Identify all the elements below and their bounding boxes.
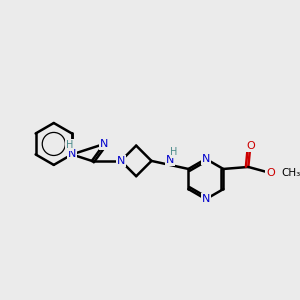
Text: N: N	[202, 154, 210, 164]
Text: H: H	[66, 140, 74, 150]
Text: N: N	[166, 155, 174, 165]
Text: N: N	[117, 156, 125, 166]
Text: CH₃: CH₃	[282, 168, 300, 178]
Text: N: N	[68, 149, 76, 159]
Text: O: O	[266, 168, 275, 178]
Text: H: H	[170, 147, 178, 157]
Text: O: O	[246, 141, 255, 151]
Text: N: N	[100, 139, 108, 149]
Text: N: N	[202, 194, 210, 204]
